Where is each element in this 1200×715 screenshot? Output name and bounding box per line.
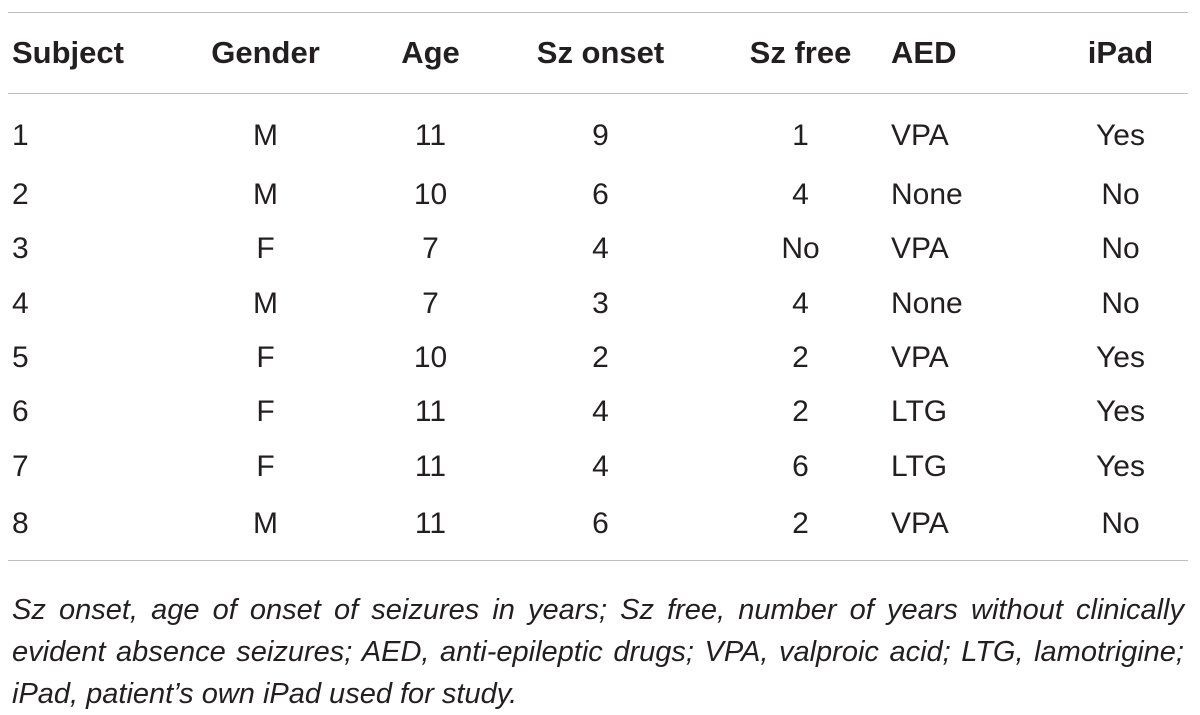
table-body: 1 M 11 9 1 VPA Yes 2 M 10 6 4 None No 3 … [8,94,1188,561]
table-row: 1 M 11 9 1 VPA Yes [8,94,1188,169]
cell-subject: 5 [12,341,29,375]
cell-sz-free: 2 [792,395,809,429]
cell-subject: 4 [12,286,29,320]
header-age: Age [401,35,460,70]
cell-gender: F [256,395,275,429]
cell-sz-free: 2 [792,341,809,375]
cell-sz-onset: 4 [592,449,609,483]
cell-age: 11 [414,449,447,483]
cell-subject: 2 [12,178,29,212]
header-gender: Gender [211,35,320,70]
cell-sz-free: 4 [792,286,809,320]
cell-aed: VPA [891,506,949,540]
table-row: 5 F 10 2 2 VPA Yes [8,331,1188,385]
header-sz-onset: Sz onset [536,35,665,70]
table-header: Subject Gender Age Sz onset Sz free AED … [8,12,1188,94]
cell-aed: VPA [891,232,949,266]
cell-subject: 7 [12,449,29,483]
cell-sz-onset: 6 [592,506,609,540]
cell-aed: LTG [891,449,948,483]
cell-age: 10 [413,178,448,212]
cell-ipad: Yes [1096,449,1145,483]
cell-subject: 3 [12,232,29,266]
cell-gender: M [253,119,278,152]
cell-aed: LTG [891,395,948,429]
cell-sz-onset: 2 [592,341,609,375]
header-subject: Subject [12,35,124,70]
table-row: 4 M 7 3 4 None No [8,277,1188,331]
table-row: 2 M 10 6 4 None No [8,168,1188,222]
table-row: 8 M 11 6 2 VPA No [8,494,1188,561]
cell-aed: VPA [891,341,949,375]
cell-sz-free: 4 [792,178,809,212]
cell-sz-free: No [781,232,820,266]
subject-table-container: Subject Gender Age Sz onset Sz free AED … [8,12,1188,561]
cell-ipad: Yes [1096,119,1145,152]
cell-sz-free: 1 [792,119,809,152]
cell-gender: M [253,178,278,212]
cell-gender: F [256,449,275,483]
cell-age: 11 [414,395,447,429]
cell-gender: F [256,232,275,266]
cell-aed: None [891,286,963,320]
cell-ipad: No [1101,286,1140,320]
cell-age: 11 [414,119,447,152]
cell-gender: M [253,506,278,540]
table-row: 3 F 7 4 No VPA No [8,222,1188,276]
cell-aed: VPA [891,119,949,152]
cell-sz-onset: 4 [592,395,609,429]
header-sz-free: Sz free [749,35,852,70]
cell-sz-onset: 3 [592,286,609,320]
cell-sz-onset: 6 [592,178,609,212]
cell-ipad: No [1101,506,1140,540]
cell-gender: M [253,286,278,320]
subject-table: Subject Gender Age Sz onset Sz free AED … [8,12,1188,561]
table-row: 6 F 11 4 2 LTG Yes [8,385,1188,439]
cell-age: 7 [422,286,439,320]
cell-age: 11 [414,506,447,540]
header-row: Subject Gender Age Sz onset Sz free AED … [8,12,1188,94]
cell-sz-free: 6 [792,449,809,483]
cell-subject: 6 [12,395,29,429]
cell-sz-free: 2 [792,506,809,540]
cell-aed: None [891,178,963,212]
cell-sz-onset: 4 [592,232,609,266]
cell-ipad: Yes [1096,341,1145,375]
table-footnote: Sz onset, age of onset of seizures in ye… [12,594,1184,710]
cell-gender: F [256,341,275,375]
cell-subject: 8 [12,506,29,540]
cell-age: 10 [413,341,448,375]
header-ipad: iPad [1087,35,1154,70]
cell-ipad: No [1101,178,1140,212]
header-aed: AED [891,35,957,70]
cell-age: 7 [422,232,439,266]
cell-sz-onset: 9 [592,119,609,152]
cell-ipad: No [1101,232,1140,266]
cell-ipad: Yes [1096,395,1145,429]
cell-subject: 1 [12,119,29,152]
table-row: 7 F 11 4 6 LTG Yes [8,439,1188,493]
